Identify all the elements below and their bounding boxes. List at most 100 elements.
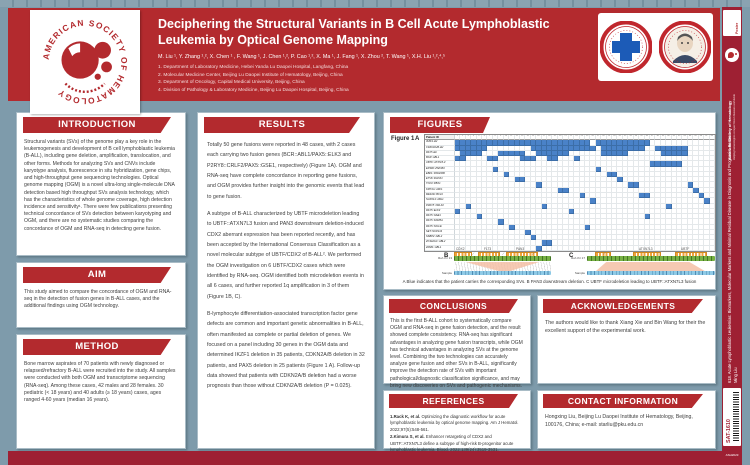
heatmap-cell	[655, 171, 661, 178]
heatmap-cell	[709, 235, 715, 241]
heatmap-patient-id: 17	[541, 135, 548, 141]
heatmap-cell	[579, 193, 585, 199]
heatmap-cell	[584, 177, 591, 183]
heatmap-gene-label: IKZF1 del	[425, 140, 455, 146]
heatmap-cell	[606, 219, 613, 225]
heatmap-patient-id: 8	[492, 135, 499, 141]
heatmap-cell	[709, 193, 715, 199]
heatmap-cell	[541, 219, 548, 225]
heatmap-cell	[568, 171, 575, 178]
ref-track-label: Ref chr 17	[571, 256, 585, 260]
heatmap-cell	[563, 166, 569, 172]
heatmap-cell	[455, 187, 461, 193]
heatmap-cell	[557, 193, 564, 199]
aim-text: This study aimed to compare the concorda…	[24, 289, 172, 310]
heatmap-cell	[660, 224, 667, 230]
heatmap-cell	[639, 150, 645, 157]
heatmap-cell	[547, 198, 553, 204]
heatmap-cell	[492, 208, 499, 215]
heatmap-cell	[471, 208, 477, 215]
sv-heatmap: Patient ID 1 2 3 4 5 6 7 8 9 10 11 12 13 14 15 16 17 18 19 2…	[424, 134, 716, 252]
heatmap-gene-label: BCR::ABL1	[425, 156, 455, 162]
heatmap-cell	[525, 229, 531, 236]
heatmap-cell	[574, 245, 580, 251]
heatmap-cell	[687, 145, 694, 151]
heatmap-cell	[666, 145, 672, 151]
heatmap-cell	[482, 224, 488, 230]
heatmap-cell	[547, 171, 553, 178]
heatmap-cell	[633, 198, 640, 204]
heatmap-gene-label: CDKN2A/B del	[425, 145, 455, 151]
sample-track-label: Sample	[574, 271, 585, 275]
heatmap-patient-id: 40	[666, 135, 672, 141]
heatmap-cell	[579, 187, 585, 193]
heatmap-cell	[563, 171, 569, 178]
heatmap-cell	[547, 177, 553, 183]
heatmap-patient-id: 3	[465, 135, 472, 141]
heatmap-cell	[541, 171, 548, 178]
heatmap-cell	[563, 140, 569, 146]
heatmap-cell	[460, 224, 466, 230]
heatmap-cell	[514, 140, 520, 146]
heatmap-cell	[455, 193, 461, 199]
heatmap-cell	[530, 224, 537, 230]
heatmap-cell	[487, 187, 493, 193]
heatmap-cell	[617, 171, 623, 178]
heatmap-cell	[693, 214, 699, 220]
heatmap-cell	[709, 245, 715, 251]
heatmap-cell	[547, 214, 553, 220]
gene-label-ubtf: UBTF	[681, 247, 690, 251]
heatmap-cell	[655, 182, 661, 188]
results-text: Totally 50 gene fusions were reported in…	[198, 136, 374, 392]
heatmap-cell	[503, 171, 510, 178]
heatmap-cell	[682, 240, 688, 246]
heatmap-cell	[687, 150, 694, 157]
heatmap-cell	[709, 229, 715, 236]
heatmap-cell	[482, 219, 488, 225]
heatmap-cell	[639, 171, 645, 178]
heatmap-cell	[519, 166, 526, 172]
figure-b-alignment-zone	[454, 262, 551, 271]
heatmap-cell	[666, 166, 672, 172]
heatmap-cell	[606, 198, 613, 204]
aim-banner: AIM	[23, 267, 171, 283]
heatmap-patient-id: 21	[563, 135, 569, 141]
heatmap-cell	[503, 198, 510, 204]
heatmap-cell	[655, 166, 661, 172]
heatmap-cell	[693, 140, 699, 146]
heatmap-cell	[568, 182, 575, 188]
heatmap-cell	[590, 161, 596, 167]
heatmap-cell	[698, 150, 705, 157]
heatmap-cell	[633, 156, 640, 162]
heatmap-cell	[525, 166, 531, 172]
heatmap-patient-id: 47	[704, 135, 710, 141]
heatmap-cell	[536, 193, 542, 199]
heatmap-cell	[644, 150, 650, 157]
heatmap-cell	[482, 198, 488, 204]
heatmap-cell	[709, 140, 715, 146]
heatmap-cell	[460, 145, 466, 151]
heatmap-cell	[682, 150, 688, 157]
heatmap-cell	[530, 140, 537, 146]
heatmap-cell	[487, 166, 493, 172]
heatmap-cell	[541, 166, 548, 172]
heatmap-cell	[639, 198, 645, 204]
heatmap-cell	[519, 161, 526, 167]
heatmap-cell	[536, 198, 542, 204]
heatmap-cell	[487, 224, 493, 230]
heatmap-cell	[568, 156, 575, 162]
heatmap-cell	[677, 187, 683, 193]
heatmap-cell	[649, 140, 656, 146]
reference-track-bar	[587, 256, 715, 261]
heatmap-cell	[693, 245, 699, 251]
heatmap-cell	[677, 229, 683, 236]
heatmap-cell	[704, 187, 710, 193]
heatmap-cell	[471, 150, 477, 157]
heatmap-cell	[471, 177, 477, 183]
heatmap-cell	[525, 140, 531, 146]
heatmap-cell	[666, 193, 672, 199]
heatmap-cell	[677, 193, 683, 199]
heatmap-cell	[536, 166, 542, 172]
heatmap-cell	[482, 235, 488, 241]
heatmap-cell	[563, 187, 569, 193]
